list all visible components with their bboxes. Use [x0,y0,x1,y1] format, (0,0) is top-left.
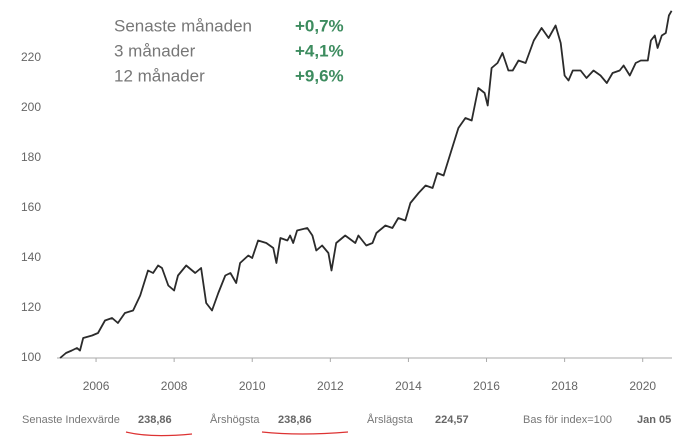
y-tick-label: 120 [21,300,41,314]
x-tick-label: 2006 [83,379,110,393]
x-tick-label: 2012 [317,379,344,393]
x-tick-label: 2016 [473,379,500,393]
y-tick-label: 140 [21,250,41,264]
x-tick-label: 2014 [395,379,422,393]
footer-value: Jan 05 [637,414,671,426]
y-tick-label: 200 [21,100,41,114]
footer-label: Årslägsta [367,413,414,426]
footer-value: 238,86 [138,414,172,426]
footer-value: 224,57 [435,414,469,426]
y-tick-label: 220 [21,50,41,64]
x-tick-label: 2010 [239,379,266,393]
stat-label: Senaste månaden [114,16,252,35]
y-tick-label: 100 [21,350,41,364]
footer-label: Bas för index=100 [523,414,612,426]
stat-value: +4,1% [295,41,344,60]
underline [261,431,349,435]
line [59,10,673,359]
stat-label: 3 månader [114,41,196,60]
stat-value: +0,7% [295,16,344,35]
stat-label: 12 månader [114,66,205,85]
y-tick-label: 160 [21,200,41,214]
y-tick-label: 180 [21,150,41,164]
footer-label: Årshögsta [210,413,260,426]
x-tick-label: 2020 [629,379,656,393]
footer-label: Senaste Indexvärde [22,414,120,426]
stat-value: +9,6% [295,66,344,85]
underline [125,431,193,437]
x-tick-label: 2018 [551,379,578,393]
x-tick-label: 2008 [161,379,188,393]
footer-value: 238,86 [278,414,312,426]
